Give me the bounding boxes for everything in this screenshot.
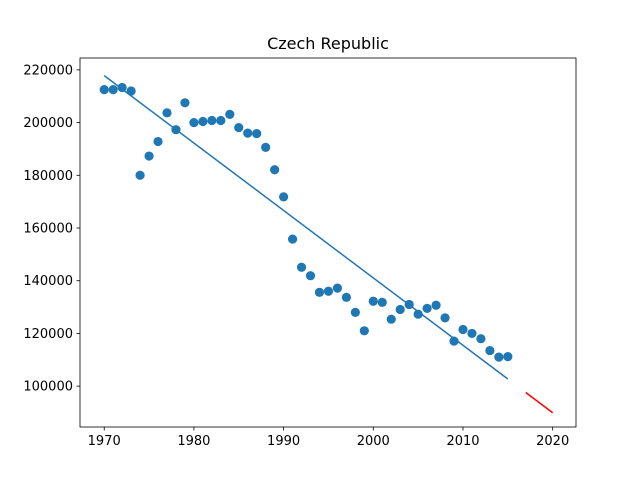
scatter-point (270, 165, 280, 175)
scatter-point (216, 115, 226, 126)
projection-line (525, 391, 554, 414)
plot-marks (99, 75, 554, 414)
scatter-point (153, 136, 163, 147)
scatter-point (189, 117, 199, 128)
scatter-point (395, 304, 405, 315)
scatter-point (422, 303, 432, 313)
scatter-point (279, 192, 289, 202)
scatter-point (252, 129, 262, 139)
scatter-point (135, 170, 145, 180)
scatter-point (341, 292, 351, 302)
chart-title: Czech Republic (267, 34, 389, 53)
scatter-point (207, 115, 217, 126)
scatter-point (180, 98, 190, 108)
scatter-point (467, 328, 477, 339)
y-tick-label: 120000 (23, 327, 73, 342)
scatter-point (261, 142, 271, 152)
scatter-point (440, 313, 450, 323)
scatter-point (314, 287, 325, 297)
y-tick-label: 220000 (23, 63, 73, 78)
scatter-point (332, 283, 343, 293)
x-tick-label: 1980 (177, 434, 210, 449)
plot-frame (79, 57, 577, 428)
scatter-point (296, 262, 307, 272)
y-tick-label: 140000 (23, 274, 73, 289)
x-tick-label: 1990 (267, 434, 300, 449)
scatter-point (243, 128, 253, 138)
scatter-point (305, 271, 316, 281)
scatter-point (198, 116, 208, 127)
scatter-point (287, 234, 298, 244)
scatter-point (99, 85, 109, 95)
scatter-point (359, 326, 369, 336)
y-tick-label: 160000 (23, 222, 73, 237)
axes: 1970 1980 1990 2000 2010 2020 100000 120000 1400… (23, 57, 577, 449)
scatter-point (117, 82, 127, 93)
scatter-point (449, 336, 459, 346)
scatter-point (413, 309, 423, 319)
y-tick-label: 100000 (23, 380, 73, 395)
scatter-point (386, 314, 396, 324)
scatter-point (350, 307, 360, 317)
y-tick-label: 180000 (23, 169, 73, 184)
y-tick-label: 200000 (23, 116, 73, 131)
x-tick-label: 2020 (536, 434, 569, 449)
scatter-point (368, 296, 378, 306)
scatter-point (431, 300, 441, 310)
scatter-point (458, 324, 468, 335)
scatter-point (503, 352, 513, 362)
x-tick-label: 1970 (88, 434, 121, 449)
scatter-point (476, 334, 486, 344)
scatter-point (225, 109, 235, 120)
scatter-point (234, 122, 244, 133)
scatter-point (494, 352, 504, 362)
trend-line (103, 75, 509, 380)
x-tick-label: 2000 (357, 434, 390, 449)
x-tick-label: 2010 (446, 434, 479, 449)
scatter-point (377, 297, 387, 307)
scatter-point (485, 345, 495, 356)
scatter-point (323, 286, 334, 296)
scatter-point (108, 85, 118, 95)
scatter-point (144, 151, 154, 161)
scatter-point (162, 108, 172, 118)
